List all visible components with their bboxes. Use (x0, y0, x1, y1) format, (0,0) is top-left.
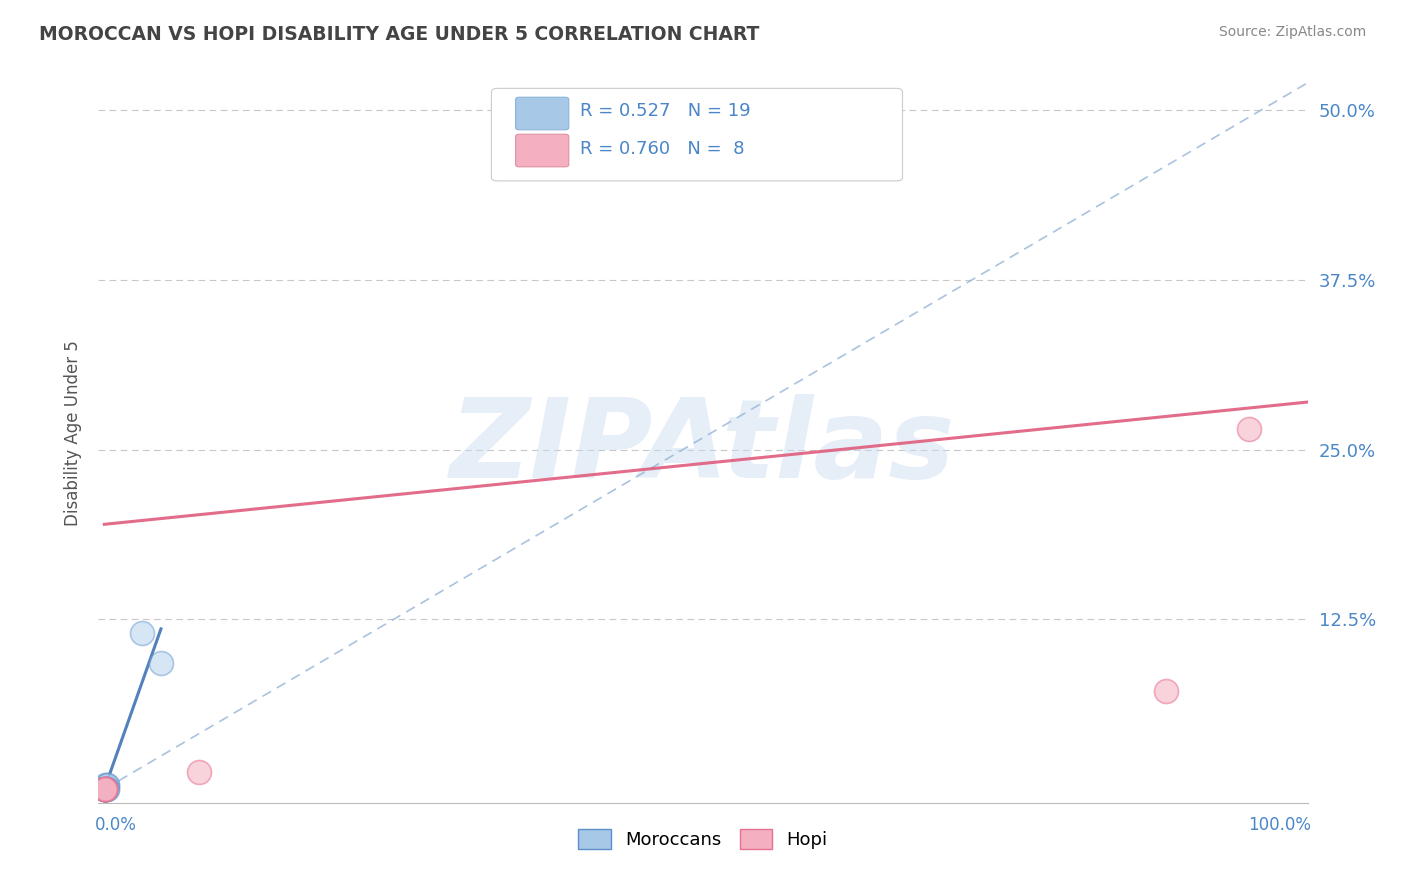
Point (94, 782, 117, 797)
Point (1237, 422, 1260, 436)
Point (149, 656, 172, 670)
FancyBboxPatch shape (516, 97, 569, 130)
Point (94, 782, 117, 797)
Text: 100.0%: 100.0% (1249, 816, 1312, 834)
Point (94, 782, 117, 797)
Point (131, 626, 153, 640)
Point (94, 782, 117, 797)
Legend: Moroccans, Hopi: Moroccans, Hopi (571, 822, 835, 856)
Text: ZIPAtlas: ZIPAtlas (450, 394, 956, 501)
Point (94, 782, 117, 797)
Point (94, 782, 117, 797)
Point (94, 782, 117, 797)
Y-axis label: Disability Age Under 5: Disability Age Under 5 (63, 340, 82, 525)
FancyBboxPatch shape (516, 135, 569, 167)
Point (94, 782, 117, 797)
Point (94, 782, 117, 797)
Point (94, 778, 117, 792)
Point (96, 778, 118, 792)
Point (96, 778, 118, 792)
Point (1154, 684, 1177, 698)
Point (94, 782, 117, 797)
Text: R = 0.760   N =  8: R = 0.760 N = 8 (579, 140, 744, 158)
Text: 0.0%: 0.0% (94, 816, 136, 834)
Point (94, 782, 117, 797)
Point (96, 782, 118, 797)
Point (94, 782, 117, 797)
Point (187, 764, 209, 779)
Point (94, 782, 117, 797)
Text: R = 0.527   N = 19: R = 0.527 N = 19 (579, 103, 751, 120)
Point (94, 782, 117, 797)
Point (94, 782, 117, 797)
Text: Source: ZipAtlas.com: Source: ZipAtlas.com (1219, 25, 1367, 39)
Point (94, 782, 117, 797)
FancyBboxPatch shape (492, 88, 903, 181)
Text: MOROCCAN VS HOPI DISABILITY AGE UNDER 5 CORRELATION CHART: MOROCCAN VS HOPI DISABILITY AGE UNDER 5 … (39, 25, 759, 44)
Point (94, 782, 117, 797)
Point (96, 782, 118, 797)
